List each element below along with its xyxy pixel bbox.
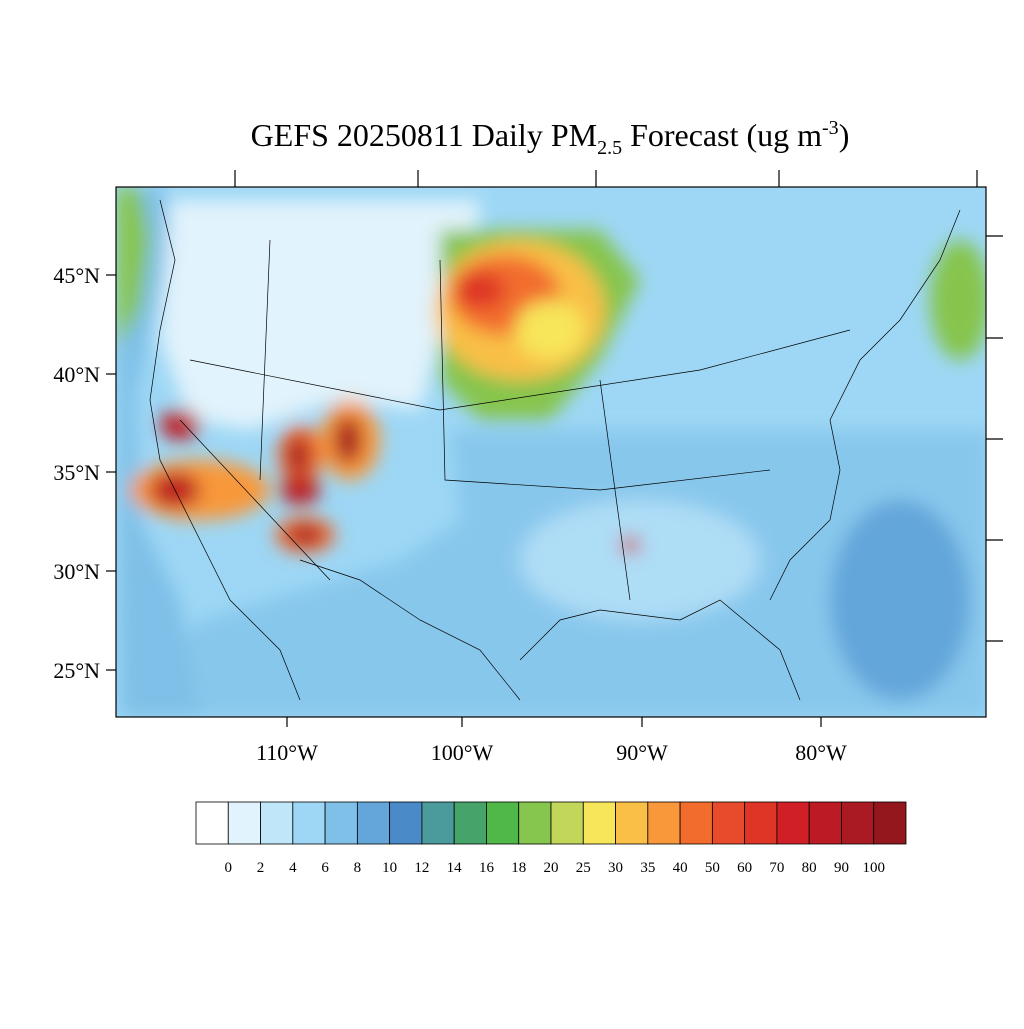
title-sup: -3 [822,117,839,139]
colorbar-label: 90 [834,860,849,876]
colorbar-label: 60 [737,860,752,876]
colorbar-box [873,801,907,845]
lat-label: 25°N [53,658,100,683]
colorbar-box [389,801,423,845]
colorbar-label: 6 [321,860,329,876]
colorbar-box [356,801,391,845]
colorbar-label: 2 [257,860,265,876]
colorbar-label: 40 [673,860,688,876]
map-frame [115,186,987,718]
colorbar-label: 16 [479,860,495,876]
colorbar-box [679,801,713,845]
title-sub: 2.5 [597,137,622,159]
colorbar-box [324,801,358,845]
graticule-ticks [106,170,1003,727]
title-end: ) [839,117,850,153]
colorbar-label: 50 [705,860,720,876]
colorbar-box [486,801,520,845]
colorbar-box [615,801,649,845]
colorbar-box [582,801,616,845]
title: GEFS 20250811 Daily PM2.5 Forecast (ug m… [251,117,850,159]
colorbar-label: 35 [640,860,655,876]
colorbar-label: 8 [354,860,362,876]
colorbar-label: 100 [862,860,885,876]
colorbar-box [518,801,552,845]
colorbar-box [744,801,778,845]
title-main: GEFS 20250811 Daily PM [251,117,597,153]
lon-label: 100°W [431,740,494,765]
colorbar-box [808,801,842,845]
colorbar-label: 80 [802,860,817,876]
colorbar-label: 18 [511,860,526,876]
colorbar-label: 30 [608,860,623,876]
lat-label: 30°N [53,559,100,584]
colorbar-box [227,801,261,845]
lat-label: 45°N [53,263,100,288]
colorbar-box [260,801,294,845]
colorbar-box [841,801,875,845]
lat-label: 40°N [53,362,100,387]
colorbar-box [292,801,326,845]
lon-label: 80°W [795,740,847,765]
colorbar-box [711,801,746,845]
colorbar-box [421,801,455,845]
lon-label: 110°W [256,740,318,765]
lat-label: 35°N [53,460,100,485]
colorbar-box [195,801,229,845]
colorbar-label: 10 [382,860,397,876]
colorbar-label: 0 [225,860,233,876]
colorbar-label: 14 [447,860,463,876]
colorbar-label: 4 [289,860,297,876]
colorbar-label: 12 [414,860,429,876]
colorbar-box [453,801,487,845]
colorbar-label: 20 [544,860,559,876]
title-rest: Forecast (ug m [622,117,822,153]
map-field [116,187,986,717]
colorbar-label: 70 [769,860,784,876]
lon-label: 90°W [616,740,668,765]
colorbar-label: 25 [576,860,591,876]
colorbar-box [647,801,681,845]
colorbar-box [550,801,584,845]
colorbar-box [776,801,810,845]
